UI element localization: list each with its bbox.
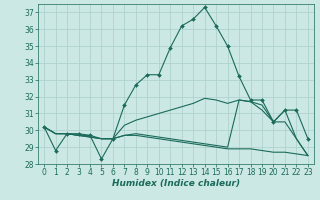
X-axis label: Humidex (Indice chaleur): Humidex (Indice chaleur) xyxy=(112,179,240,188)
